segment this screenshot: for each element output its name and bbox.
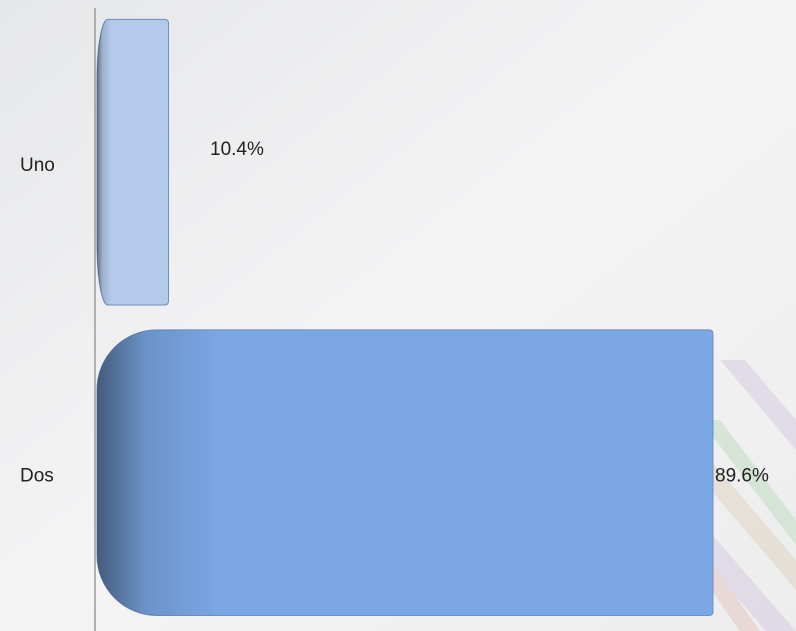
bar-shading <box>97 19 169 305</box>
category-label: Dos <box>20 466 54 487</box>
value-label: 89.6% <box>715 466 769 487</box>
bar-shading <box>97 329 713 616</box>
category-label: Uno <box>20 155 55 176</box>
value-label: 10.4% <box>210 139 264 160</box>
